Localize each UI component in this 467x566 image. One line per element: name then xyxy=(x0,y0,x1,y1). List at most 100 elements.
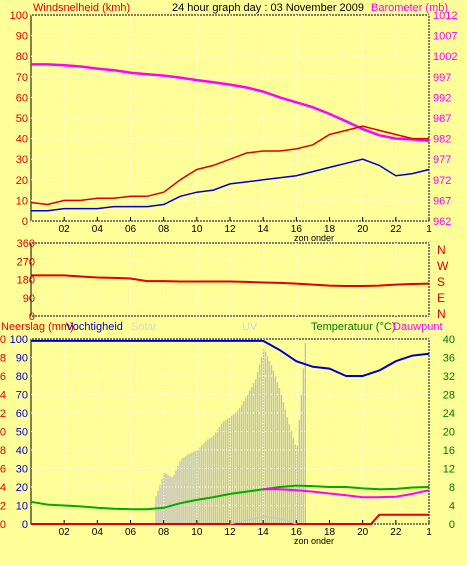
barometer-right-ticks: 962 967 972 977 982 987 992 997 1002 1007 1012 xyxy=(433,10,457,228)
barometer-line xyxy=(31,63,430,142)
solar-bar xyxy=(244,397,247,524)
solar-bar xyxy=(238,408,241,524)
solar-bar xyxy=(155,496,157,524)
solar-bar xyxy=(302,368,305,524)
solar-bar xyxy=(294,444,297,524)
solar-bar xyxy=(205,440,207,524)
barometer-tick-label: 987 xyxy=(433,113,451,125)
barometer-tick-label: 1002 xyxy=(433,51,457,63)
solar-bar xyxy=(250,386,253,524)
humidity-x-tick-label: 18 xyxy=(324,527,336,538)
solar-bar xyxy=(298,419,301,524)
solar-bar xyxy=(189,453,191,524)
humidity-temperature-panel: 024681012141618200102030405060708090100 … xyxy=(0,321,455,546)
wind-x-tick-label: 1 xyxy=(426,224,432,235)
barometer-tick-label: 1007 xyxy=(433,31,457,43)
compass-label: S xyxy=(437,275,445,289)
rain-tick-label: 0 xyxy=(0,519,6,531)
temperature-tick-label: 40 xyxy=(443,334,455,346)
temperature-tick-label: 32 xyxy=(443,371,455,383)
wind-tick-label: 90 xyxy=(16,31,28,43)
wind-x-tick-label: 08 xyxy=(158,224,170,235)
direction-left-ticks: 0 90 180 270 360 xyxy=(17,238,35,323)
temperature-tick-label: 16 xyxy=(443,445,455,457)
wind-gust-line xyxy=(30,125,429,206)
solar-bars xyxy=(155,342,307,524)
dewpoint-line xyxy=(263,488,430,499)
rain-line xyxy=(31,513,429,525)
solar-bar xyxy=(193,451,195,524)
solar-bar xyxy=(181,458,183,524)
barometer-tick-label: 967 xyxy=(433,195,451,207)
temperature-tick-label: 4 xyxy=(449,501,455,513)
humidity-tick-label: 80 xyxy=(16,371,28,383)
solar-bar xyxy=(165,473,167,524)
solar-bar xyxy=(246,393,249,524)
humidity-x-tick-label: 04 xyxy=(92,527,104,538)
solar-bar xyxy=(219,426,221,524)
chart-title: 24 hour graph day : 03 November 2009 xyxy=(172,2,364,14)
wind-x-ticks: 02 04 06 08 10 12 14 16 18 20 22 1 xyxy=(59,217,432,235)
solar-bar xyxy=(173,474,175,524)
solar-bar xyxy=(199,447,201,524)
solar-bar xyxy=(292,437,295,524)
solar-bar xyxy=(169,475,171,524)
temperature-axis-label: Temperatuur (°C) xyxy=(311,321,395,333)
humidity-x-tick-label: 14 xyxy=(258,527,270,538)
wind-x-tick-label: 16 xyxy=(291,224,303,235)
wind-x-tick-label: 02 xyxy=(59,224,71,235)
solar-bar xyxy=(290,431,293,524)
sunset-label-1: zon onder xyxy=(294,233,334,243)
solar-bar xyxy=(171,477,173,524)
wind-tick-label: 40 xyxy=(16,134,28,146)
solar-bar xyxy=(223,421,225,524)
solar-bar xyxy=(278,387,281,524)
solar-bar xyxy=(242,401,245,524)
humidity-tick-label: 100 xyxy=(10,334,28,346)
solar-bar xyxy=(252,383,255,524)
sunset-label-2: zon onder xyxy=(294,536,334,546)
barometer-tick-label: 997 xyxy=(433,72,451,84)
wind-x-tick-label: 12 xyxy=(224,224,236,235)
solar-bar xyxy=(191,452,193,524)
direction-tick-label: 0 xyxy=(29,311,35,323)
wind-tick-label: 80 xyxy=(16,51,28,63)
solar-bar xyxy=(213,435,215,524)
humidity-x-tick-label: 02 xyxy=(59,527,71,538)
compass-label: N xyxy=(437,243,446,257)
solar-bar xyxy=(286,417,289,524)
barometer-tick-label: 1012 xyxy=(433,10,457,22)
humidity-x-tick-label: 06 xyxy=(125,527,137,538)
wind-barometer-lines xyxy=(30,63,430,212)
wind-tick-label: 0 xyxy=(22,216,28,228)
humidity-tick-label: 20 xyxy=(16,482,28,494)
humidity-axis-label: Vochtigheid xyxy=(66,321,123,333)
temperature-tick-label: 0 xyxy=(449,519,455,531)
rain-tick-label: 18 xyxy=(0,353,6,365)
wind-x-tick-label: 10 xyxy=(191,224,203,235)
solar-bar xyxy=(161,478,163,524)
humidity-tick-label: 60 xyxy=(16,408,28,420)
solar-bar xyxy=(258,364,261,524)
solar-bar xyxy=(197,449,199,524)
solar-bar xyxy=(300,394,303,524)
solar-bar xyxy=(225,420,227,524)
solar-bar xyxy=(248,390,251,524)
compass-label: E xyxy=(437,291,445,305)
humidity-x-tick-label: 12 xyxy=(224,527,236,538)
solar-bar xyxy=(254,379,257,524)
solar-bar xyxy=(201,445,203,524)
wind-tick-label: 10 xyxy=(16,195,28,207)
rain-tick-label: 14 xyxy=(0,390,6,402)
barometer-tick-label: 962 xyxy=(433,216,451,228)
solar-bar xyxy=(268,360,271,524)
direction-line xyxy=(31,274,430,287)
solar-bar xyxy=(157,490,159,524)
wind-x-tick-label: 06 xyxy=(125,224,137,235)
wind-tick-label: 30 xyxy=(16,154,28,166)
rain-tick-label: 16 xyxy=(0,371,6,383)
wind-x-tick-label: 20 xyxy=(357,224,369,235)
solar-bar xyxy=(274,376,277,524)
solar-bar xyxy=(266,356,269,524)
